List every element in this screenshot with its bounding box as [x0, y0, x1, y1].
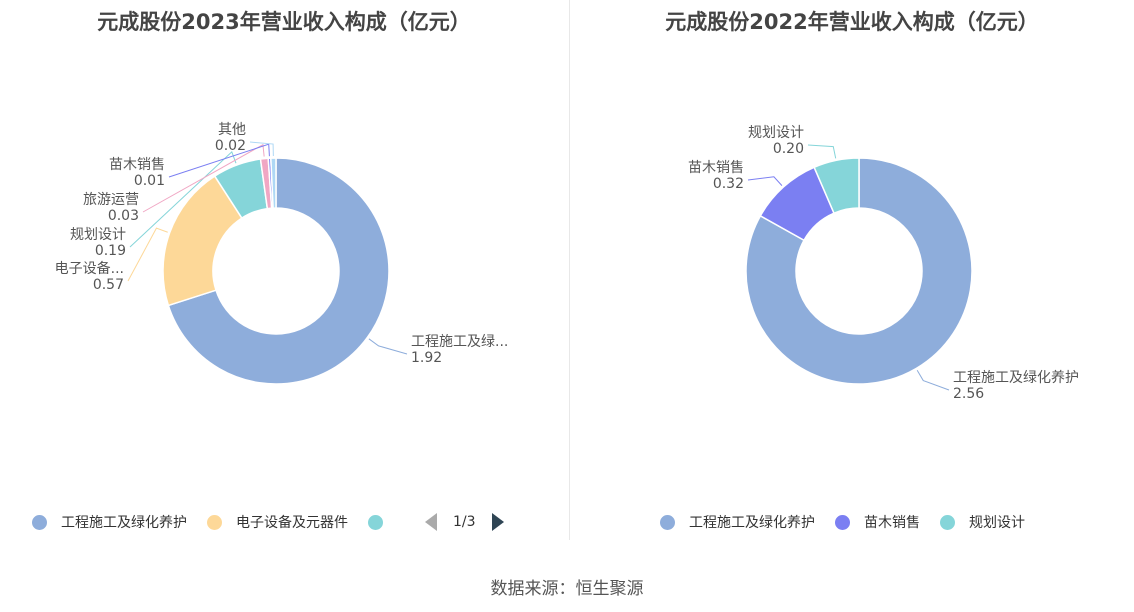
slice-label-seedlings: 苗木销售: [109, 157, 165, 173]
slice-label-seedlings: 苗木销售: [688, 160, 744, 176]
slice-value-tourism: 0.03: [108, 208, 139, 224]
legend-2023: 工程施工及绿化养护 电子设备及元器件 1/3: [32, 512, 504, 532]
slice-label-other: 其他: [218, 122, 246, 138]
slice-value-electronics: 0.57: [93, 277, 124, 293]
label-line-engineering: [368, 338, 408, 355]
slice-value-seedlings: 0.32: [713, 176, 744, 192]
legend-label: 电子设备及元器件: [236, 515, 348, 531]
legend-item-engineering[interactable]: 工程施工及绿化养护: [660, 512, 815, 532]
legend-pager: 1/3: [425, 513, 504, 531]
label-line-planning: [807, 144, 837, 159]
legend-item-electronics[interactable]: 电子设备及元器件: [207, 512, 348, 532]
chart-title-2022: 元成股份2022年营业收入构成（亿元）: [665, 10, 1039, 34]
slice-value-engineering: 1.92: [411, 350, 442, 366]
pie-slice-engineering: [745, 157, 973, 385]
data-source: 数据来源：恒生聚源: [490, 579, 644, 599]
slice-value-seedlings: 0.01: [134, 173, 165, 189]
chart-title-2023: 元成股份2023年营业收入构成（亿元）: [97, 10, 471, 34]
legend-item-engineering[interactable]: 工程施工及绿化养护: [32, 512, 187, 532]
label-line-electronics: [127, 227, 168, 282]
label-line-seedlings: [747, 176, 783, 186]
legend-item-seedlings[interactable]: 苗木销售: [835, 512, 920, 532]
legend-marker-planning: [940, 514, 955, 530]
legend-label: 规划设计: [969, 515, 1025, 531]
pager-next-icon[interactable]: [491, 513, 504, 531]
slice-label-engineering: 工程施工及绿...: [411, 334, 508, 350]
legend-marker-engineering: [660, 514, 675, 530]
slice-label-tourism: 旅游运营: [83, 192, 139, 208]
label-line-tourism: [142, 143, 265, 213]
pager-label: 1/3: [453, 514, 476, 530]
pie-slice-other: [270, 157, 277, 209]
legend-label: 工程施工及绿化养护: [689, 515, 815, 531]
legend-marker-electronics: [207, 514, 222, 530]
slice-value-other: 0.02: [215, 138, 246, 154]
slice-value-planning: 0.19: [95, 243, 126, 259]
legend-2022: 工程施工及绿化养护 苗木销售 规划设计: [660, 512, 1045, 532]
slice-label-electronics: 电子设备...: [55, 260, 124, 277]
label-line-engineering: [916, 369, 950, 391]
legend-item-planning[interactable]: [368, 514, 397, 530]
slice-value-planning: 0.20: [773, 141, 804, 157]
slice-label-planning: 规划设计: [748, 125, 804, 141]
pie-slice-planning: [813, 157, 860, 215]
label-line-other: [249, 141, 274, 157]
slice-label-planning: 规划设计: [70, 227, 126, 243]
legend-label: 苗木销售: [864, 515, 920, 531]
slice-value-engineering: 2.56: [953, 386, 984, 402]
legend-item-planning[interactable]: 规划设计: [940, 512, 1025, 532]
label-line-planning: [129, 151, 237, 248]
slice-label-engineering: 工程施工及绿化养护: [953, 370, 1079, 386]
legend-label: 工程施工及绿化养护: [61, 515, 187, 531]
legend-marker-engineering: [32, 514, 47, 530]
pager-prev-icon[interactable]: [425, 513, 437, 531]
panel-divider: [569, 0, 570, 540]
legend-marker-planning: [368, 514, 383, 530]
label-line-seedlings: [168, 143, 270, 178]
pie-slice-engineering: [167, 157, 390, 385]
legend-marker-seedlings: [835, 514, 850, 530]
